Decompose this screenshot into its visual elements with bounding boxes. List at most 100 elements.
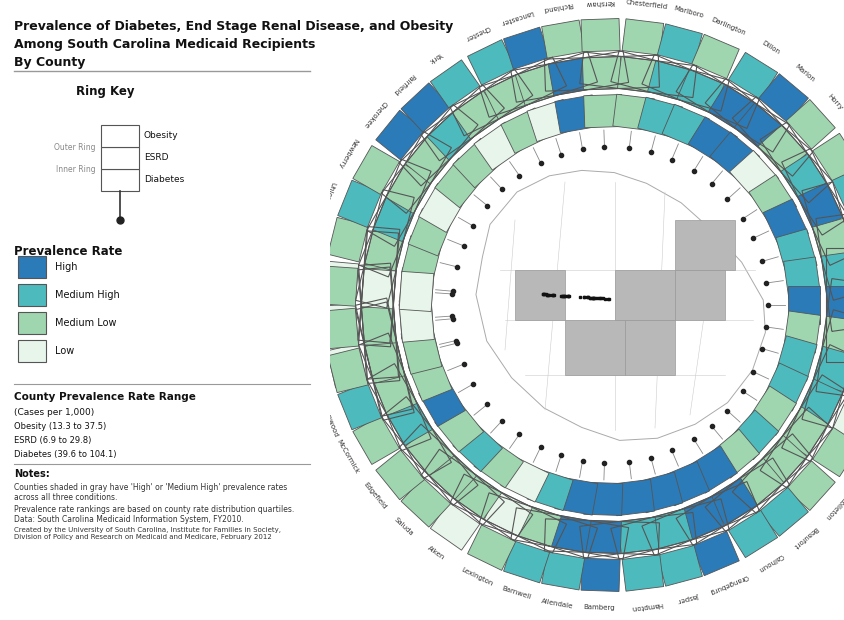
Text: Marion: Marion bbox=[793, 63, 816, 83]
Polygon shape bbox=[613, 94, 654, 131]
Text: Beaufort: Beaufort bbox=[792, 525, 818, 549]
Polygon shape bbox=[555, 95, 598, 133]
Polygon shape bbox=[657, 546, 702, 586]
Polygon shape bbox=[527, 99, 573, 141]
Polygon shape bbox=[763, 363, 809, 411]
Text: Among South Carolina Medicaid Recipients: Among South Carolina Medicaid Recipients bbox=[14, 38, 316, 51]
Polygon shape bbox=[734, 103, 784, 152]
Polygon shape bbox=[361, 301, 396, 341]
Text: (Cases per 1,000): (Cases per 1,000) bbox=[14, 408, 95, 417]
Polygon shape bbox=[435, 158, 484, 208]
Text: Diabetes (39.6 to 104.1): Diabetes (39.6 to 104.1) bbox=[14, 450, 116, 459]
Polygon shape bbox=[783, 311, 820, 353]
Text: Greenwood: Greenwood bbox=[319, 399, 339, 438]
Polygon shape bbox=[474, 122, 523, 170]
Polygon shape bbox=[386, 164, 432, 213]
Polygon shape bbox=[323, 308, 359, 349]
Polygon shape bbox=[452, 91, 501, 139]
Polygon shape bbox=[353, 146, 399, 195]
Text: Counties shaded in gray have 'High' or 'Medium High' prevalence rates
across all: Counties shaded in gray have 'High' or '… bbox=[14, 483, 287, 502]
Polygon shape bbox=[675, 270, 725, 320]
Text: Darlington: Darlington bbox=[711, 16, 746, 36]
Polygon shape bbox=[399, 301, 435, 342]
Polygon shape bbox=[323, 304, 358, 344]
Polygon shape bbox=[826, 286, 844, 324]
Text: Edgefield: Edgefield bbox=[362, 481, 387, 510]
Polygon shape bbox=[376, 110, 425, 160]
Polygon shape bbox=[516, 505, 561, 547]
Text: Chester: Chester bbox=[463, 24, 490, 42]
Text: Notes:: Notes: bbox=[14, 469, 50, 479]
Polygon shape bbox=[430, 60, 480, 108]
Text: Newberry: Newberry bbox=[337, 138, 359, 169]
Polygon shape bbox=[813, 347, 844, 392]
Polygon shape bbox=[758, 125, 807, 175]
Polygon shape bbox=[821, 316, 844, 358]
Polygon shape bbox=[582, 56, 621, 90]
Polygon shape bbox=[402, 236, 442, 280]
Polygon shape bbox=[500, 108, 549, 153]
Polygon shape bbox=[622, 555, 663, 591]
Polygon shape bbox=[832, 395, 844, 443]
Polygon shape bbox=[542, 552, 585, 590]
Polygon shape bbox=[618, 56, 659, 93]
Polygon shape bbox=[504, 541, 549, 583]
Text: Diabetes: Diabetes bbox=[144, 175, 184, 185]
Polygon shape bbox=[729, 410, 779, 459]
Polygon shape bbox=[405, 134, 454, 184]
Text: Created by the University of South Carolina, Institute for Families in Society,
: Created by the University of South Carol… bbox=[14, 527, 281, 540]
Bar bbox=[101, 125, 139, 147]
Text: Jasper: Jasper bbox=[678, 592, 700, 603]
Polygon shape bbox=[401, 83, 451, 132]
Polygon shape bbox=[813, 218, 844, 264]
Polygon shape bbox=[542, 20, 585, 58]
Polygon shape bbox=[365, 226, 405, 271]
Bar bbox=[18, 284, 46, 306]
Bar bbox=[101, 169, 139, 191]
Polygon shape bbox=[728, 52, 777, 100]
Polygon shape bbox=[452, 471, 501, 519]
Text: Prevalence rate rankings are based on county rate distribution quartiles.
Data: : Prevalence rate rankings are based on co… bbox=[14, 505, 295, 525]
Polygon shape bbox=[484, 491, 533, 536]
Polygon shape bbox=[625, 320, 675, 375]
Text: Saluda: Saluda bbox=[392, 516, 414, 537]
Polygon shape bbox=[408, 209, 452, 256]
Polygon shape bbox=[328, 218, 368, 262]
Text: High: High bbox=[55, 262, 78, 272]
Text: Outer Ring: Outer Ring bbox=[55, 143, 96, 151]
Polygon shape bbox=[729, 151, 779, 200]
Polygon shape bbox=[419, 184, 465, 232]
Text: Colleton: Colleton bbox=[824, 495, 844, 520]
Polygon shape bbox=[692, 531, 739, 576]
Polygon shape bbox=[734, 458, 784, 507]
Text: Richland: Richland bbox=[542, 1, 573, 12]
Polygon shape bbox=[399, 272, 434, 311]
Polygon shape bbox=[798, 379, 843, 427]
Text: Oconee: Oconee bbox=[309, 360, 321, 387]
Polygon shape bbox=[613, 479, 654, 516]
Polygon shape bbox=[581, 19, 620, 52]
Text: Union: Union bbox=[322, 181, 336, 202]
Polygon shape bbox=[386, 397, 432, 445]
Text: Spartanburg: Spartanburg bbox=[308, 210, 324, 254]
Text: Horry: Horry bbox=[826, 93, 844, 112]
Text: Calhoun: Calhoun bbox=[757, 552, 784, 572]
Polygon shape bbox=[781, 154, 828, 203]
Polygon shape bbox=[618, 517, 659, 554]
Text: Pickens: Pickens bbox=[304, 313, 311, 339]
Polygon shape bbox=[813, 427, 844, 477]
Polygon shape bbox=[474, 440, 523, 488]
Bar bbox=[18, 312, 46, 334]
Polygon shape bbox=[408, 354, 452, 401]
Polygon shape bbox=[365, 339, 405, 383]
Polygon shape bbox=[516, 63, 561, 105]
Polygon shape bbox=[615, 270, 675, 320]
Polygon shape bbox=[504, 27, 549, 69]
Polygon shape bbox=[662, 461, 710, 506]
Polygon shape bbox=[638, 97, 683, 138]
Polygon shape bbox=[783, 257, 820, 299]
Polygon shape bbox=[677, 69, 724, 113]
Text: McCormick: McCormick bbox=[335, 438, 360, 475]
Bar bbox=[18, 340, 46, 362]
Text: Lancaster: Lancaster bbox=[499, 9, 533, 25]
